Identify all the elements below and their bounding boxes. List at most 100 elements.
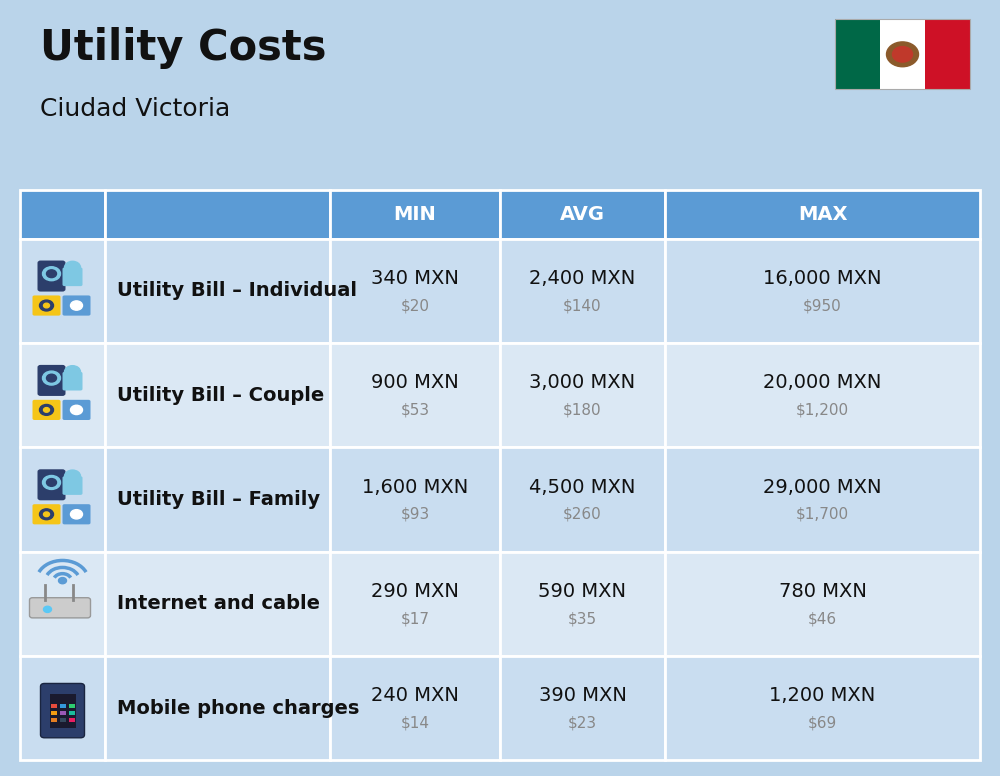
Text: 390 MXN: 390 MXN (539, 687, 626, 705)
FancyBboxPatch shape (60, 718, 66, 722)
FancyBboxPatch shape (665, 656, 980, 760)
Text: 900 MXN: 900 MXN (371, 373, 459, 392)
Circle shape (40, 300, 54, 311)
Circle shape (40, 404, 54, 415)
FancyBboxPatch shape (50, 704, 56, 708)
FancyBboxPatch shape (38, 365, 66, 396)
FancyBboxPatch shape (835, 19, 880, 89)
FancyBboxPatch shape (68, 718, 75, 722)
FancyBboxPatch shape (925, 19, 970, 89)
Circle shape (47, 374, 57, 382)
Text: Utility Bill – Family: Utility Bill – Family (117, 490, 320, 509)
FancyBboxPatch shape (500, 343, 665, 447)
Text: $23: $23 (568, 715, 597, 730)
Circle shape (64, 262, 80, 274)
FancyBboxPatch shape (330, 343, 500, 447)
FancyBboxPatch shape (105, 656, 330, 760)
Text: $1,200: $1,200 (796, 403, 849, 417)
FancyBboxPatch shape (60, 711, 66, 715)
FancyBboxPatch shape (62, 476, 82, 495)
Circle shape (58, 577, 66, 584)
FancyBboxPatch shape (20, 190, 105, 238)
Text: $14: $14 (401, 715, 430, 730)
Circle shape (47, 270, 57, 278)
Text: $180: $180 (563, 403, 602, 417)
Text: 1,600 MXN: 1,600 MXN (362, 477, 468, 497)
Text: $35: $35 (568, 611, 597, 626)
FancyBboxPatch shape (62, 504, 90, 525)
FancyBboxPatch shape (62, 268, 82, 286)
FancyBboxPatch shape (38, 261, 66, 292)
Circle shape (40, 509, 54, 520)
FancyBboxPatch shape (20, 238, 105, 343)
Text: MIN: MIN (394, 205, 436, 223)
FancyBboxPatch shape (105, 447, 330, 552)
FancyBboxPatch shape (330, 447, 500, 552)
Text: Mobile phone charges: Mobile phone charges (117, 699, 359, 718)
FancyBboxPatch shape (38, 469, 66, 501)
Text: Utility Costs: Utility Costs (40, 27, 326, 69)
Circle shape (43, 267, 61, 281)
FancyBboxPatch shape (20, 656, 105, 760)
Text: $950: $950 (803, 298, 842, 313)
FancyBboxPatch shape (50, 718, 56, 722)
FancyBboxPatch shape (500, 190, 665, 238)
FancyBboxPatch shape (105, 343, 330, 447)
Text: $53: $53 (400, 403, 430, 417)
FancyBboxPatch shape (50, 711, 56, 715)
Circle shape (44, 512, 50, 517)
FancyBboxPatch shape (32, 296, 60, 316)
FancyBboxPatch shape (500, 552, 665, 656)
FancyBboxPatch shape (665, 238, 980, 343)
FancyBboxPatch shape (40, 684, 84, 738)
FancyBboxPatch shape (68, 704, 75, 708)
Text: 780 MXN: 780 MXN (779, 582, 866, 601)
Text: 4,500 MXN: 4,500 MXN (529, 477, 636, 497)
Circle shape (43, 371, 61, 385)
Text: Utility Bill – Individual: Utility Bill – Individual (117, 281, 357, 300)
Text: $1,700: $1,700 (796, 507, 849, 521)
FancyBboxPatch shape (330, 238, 500, 343)
Text: 290 MXN: 290 MXN (371, 582, 459, 601)
Text: 3,000 MXN: 3,000 MXN (529, 373, 636, 392)
Text: $46: $46 (808, 611, 837, 626)
Circle shape (64, 365, 80, 378)
FancyBboxPatch shape (665, 343, 980, 447)
FancyBboxPatch shape (105, 238, 330, 343)
FancyBboxPatch shape (105, 190, 330, 238)
Text: $260: $260 (563, 507, 602, 521)
FancyBboxPatch shape (665, 447, 980, 552)
Text: $17: $17 (401, 611, 430, 626)
FancyBboxPatch shape (665, 552, 980, 656)
Circle shape (47, 479, 57, 487)
FancyBboxPatch shape (105, 552, 330, 656)
Text: 1,200 MXN: 1,200 MXN (769, 687, 876, 705)
Circle shape (44, 407, 50, 412)
Text: Internet and cable: Internet and cable (117, 594, 320, 613)
Text: 29,000 MXN: 29,000 MXN (763, 477, 882, 497)
FancyBboxPatch shape (62, 372, 82, 390)
FancyBboxPatch shape (60, 704, 66, 708)
Text: $69: $69 (808, 715, 837, 730)
Circle shape (44, 303, 50, 308)
FancyBboxPatch shape (500, 656, 665, 760)
Circle shape (43, 476, 61, 490)
FancyBboxPatch shape (330, 656, 500, 760)
Text: $93: $93 (400, 507, 430, 521)
FancyBboxPatch shape (330, 190, 500, 238)
FancyBboxPatch shape (30, 598, 90, 618)
FancyBboxPatch shape (32, 400, 60, 420)
Text: 20,000 MXN: 20,000 MXN (763, 373, 882, 392)
Circle shape (70, 510, 82, 519)
Text: 590 MXN: 590 MXN (538, 582, 626, 601)
Text: MAX: MAX (798, 205, 847, 223)
Text: 340 MXN: 340 MXN (371, 268, 459, 288)
FancyBboxPatch shape (20, 552, 105, 656)
FancyBboxPatch shape (68, 711, 75, 715)
Text: AVG: AVG (560, 205, 605, 223)
FancyBboxPatch shape (20, 447, 105, 552)
FancyBboxPatch shape (20, 343, 105, 447)
Text: Ciudad Victoria: Ciudad Victoria (40, 97, 230, 121)
FancyBboxPatch shape (32, 504, 60, 525)
FancyBboxPatch shape (500, 447, 665, 552)
